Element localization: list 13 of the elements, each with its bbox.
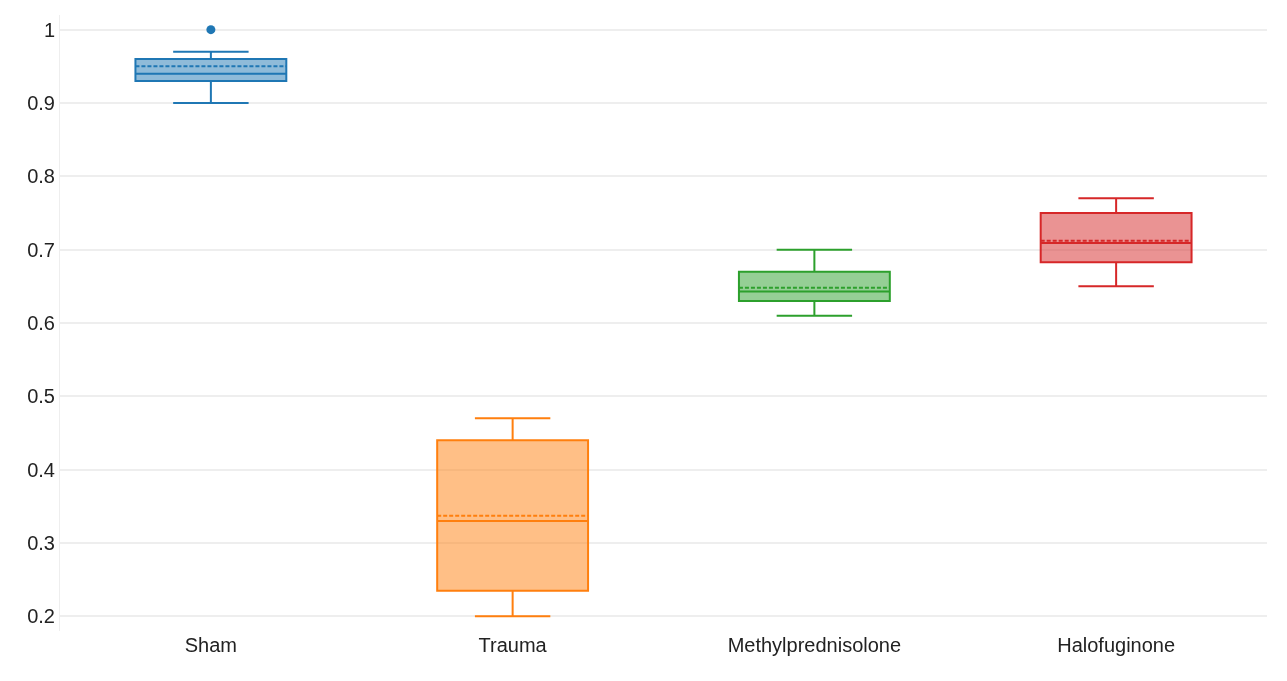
x-tick-label: Trauma [478,634,548,656]
y-tick-label: 0.7 [27,238,55,261]
x-tick-label: Methylprednisolone [727,634,902,656]
y-tick-label: 0.3 [27,532,55,554]
y-tick-label: 0.2 [27,605,55,628]
y-tick-label: 0.5 [27,385,55,408]
y-tick-label: 0.4 [27,458,55,481]
y-tick-label: 0.8 [27,165,55,188]
y-tick-label: 0.6 [27,312,55,334]
x-tick-label: Sham [184,634,238,656]
y-tick-label: 1 [43,18,55,41]
y-tick-label: 0.9 [27,92,55,114]
x-tick-label: Halofuginone [1057,634,1176,656]
